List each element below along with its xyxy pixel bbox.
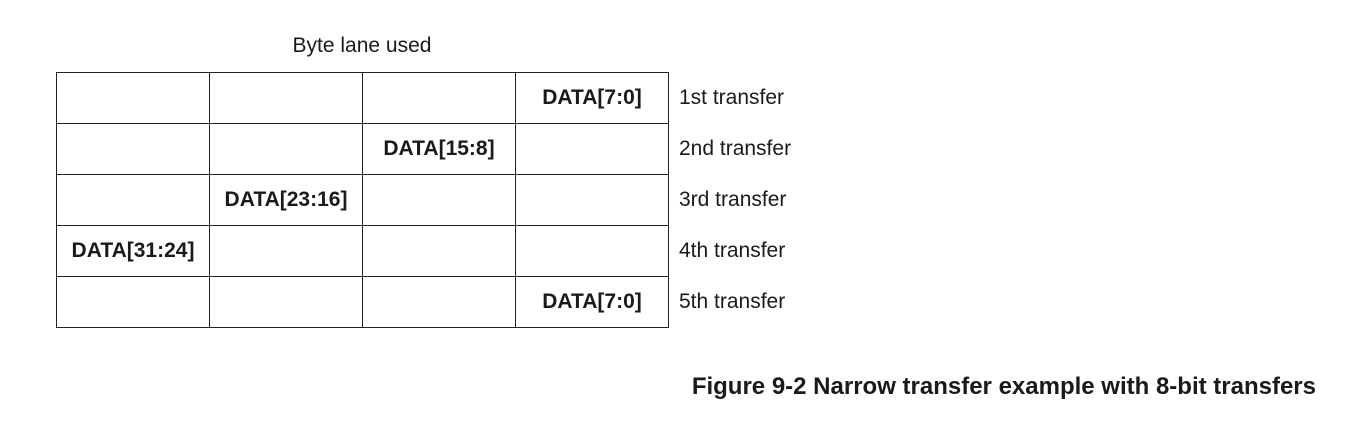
transfer-label: 4th transfer	[679, 239, 786, 262]
transfer-row: DATA[15:8]	[56, 123, 669, 175]
byte-lane-table: DATA[7:0] DATA[15:8] DATA[23:16] DATA[31…	[56, 72, 669, 328]
lane-cell	[362, 276, 516, 328]
transfer-row: DATA[7:0]	[56, 72, 669, 124]
transfer-row: DATA[31:24]	[56, 225, 669, 277]
lane-cell	[209, 225, 363, 277]
lane-cell: DATA[31:24]	[56, 225, 210, 277]
lane-cell	[209, 72, 363, 124]
transfer-row: DATA[23:16]	[56, 174, 669, 226]
lane-cell	[209, 276, 363, 328]
transfer-labels: 1st transfer 2nd transfer 3rd transfer 4…	[679, 72, 791, 327]
lane-cell	[362, 174, 516, 226]
lane-cell	[56, 174, 210, 226]
transfer-label: 1st transfer	[679, 86, 785, 109]
transfer-label: 3rd transfer	[679, 188, 787, 211]
lane-cell: DATA[7:0]	[515, 276, 669, 328]
lane-cell: DATA[7:0]	[515, 72, 669, 124]
figure-caption: Figure 9-2 Narrow transfer example with …	[691, 373, 1316, 400]
lane-cell	[56, 276, 210, 328]
lane-cell: DATA[23:16]	[209, 174, 363, 226]
lane-cell	[515, 123, 669, 175]
lane-cell	[515, 174, 669, 226]
lane-cell	[56, 123, 210, 175]
transfer-row: DATA[7:0]	[56, 276, 669, 328]
lane-cell	[515, 225, 669, 277]
transfer-label: 2nd transfer	[679, 137, 792, 160]
lane-cell	[362, 72, 516, 124]
lane-cell: DATA[15:8]	[362, 123, 516, 175]
byte-lane-heading: Byte lane used	[292, 34, 432, 57]
lane-cell	[56, 72, 210, 124]
lane-cell	[362, 225, 516, 277]
lane-cell	[209, 123, 363, 175]
transfer-label: 5th transfer	[679, 290, 786, 313]
